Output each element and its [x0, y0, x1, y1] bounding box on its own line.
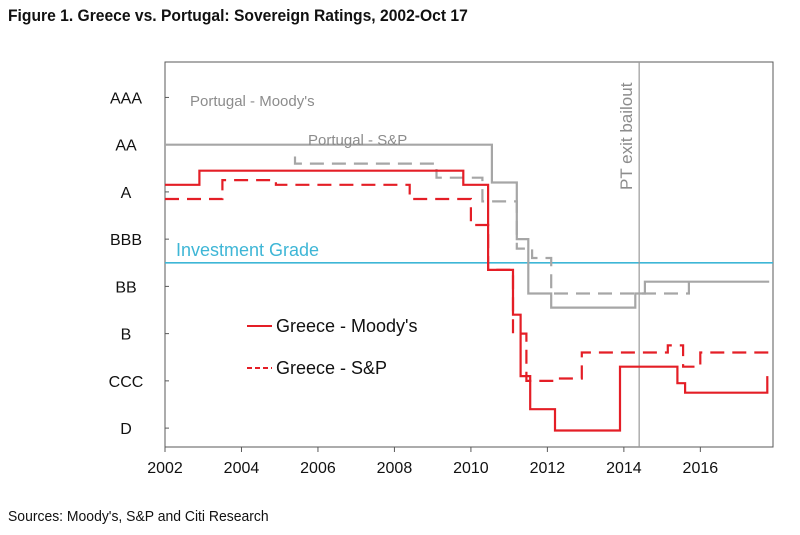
series-label-portugal-moody-s: Portugal - Moody's	[190, 93, 315, 110]
investment-grade-layer: Investment Grade	[165, 240, 773, 264]
y-tick-label: A	[121, 185, 132, 202]
series-label-portugal-s-p: Portugal - S&P	[308, 132, 407, 149]
x-tick-label: 2008	[377, 460, 413, 477]
event-layer: PT exit bailout	[617, 62, 640, 447]
y-tick-label: BBB	[110, 232, 142, 249]
event-label: PT exit bailout	[617, 82, 636, 190]
series-line-portugal-moody-s	[165, 143, 770, 309]
series-line-portugal-s-p	[293, 156, 691, 295]
y-tick-label: CCC	[109, 374, 144, 391]
investment-grade-label: Investment Grade	[176, 240, 319, 260]
plot-frame	[164, 61, 774, 448]
y-tick-label: BB	[115, 279, 136, 296]
legend: Greece - Moody's Greece - S&P	[247, 316, 418, 378]
source-note: Sources: Moody's, S&P and Citi Research	[8, 508, 269, 525]
series-labels: Portugal - Moody's Portugal - S&P	[190, 93, 407, 149]
x-tick-label: 2004	[224, 460, 260, 477]
x-tick-label: 2002	[147, 460, 183, 477]
legend-label-greece-moody-s: Greece - Moody's	[276, 316, 418, 336]
y-tick-label: B	[121, 327, 132, 344]
series-layer	[165, 143, 770, 432]
x-tick-label: 2006	[300, 460, 336, 477]
series-line-greece-moody-s	[165, 169, 769, 432]
x-tick-label: 2016	[683, 460, 719, 477]
x-tick-label: 2010	[453, 460, 489, 477]
x-axis-ticks: 2002 2004 2006 2008 2010 2012 2014 2016	[147, 447, 718, 477]
figure-title: Figure 1. Greece vs. Portugal: Sovereign…	[8, 6, 468, 25]
series-line-greece-s-p	[165, 179, 770, 382]
x-tick-label: 2014	[606, 460, 642, 477]
y-tick-label: D	[120, 421, 132, 438]
legend-label-greece-s-p: Greece - S&P	[276, 358, 387, 378]
y-tick-label: AAA	[110, 90, 142, 107]
x-tick-label: 2012	[530, 460, 566, 477]
plot-border	[164, 61, 774, 448]
y-tick-label: AA	[115, 138, 137, 155]
